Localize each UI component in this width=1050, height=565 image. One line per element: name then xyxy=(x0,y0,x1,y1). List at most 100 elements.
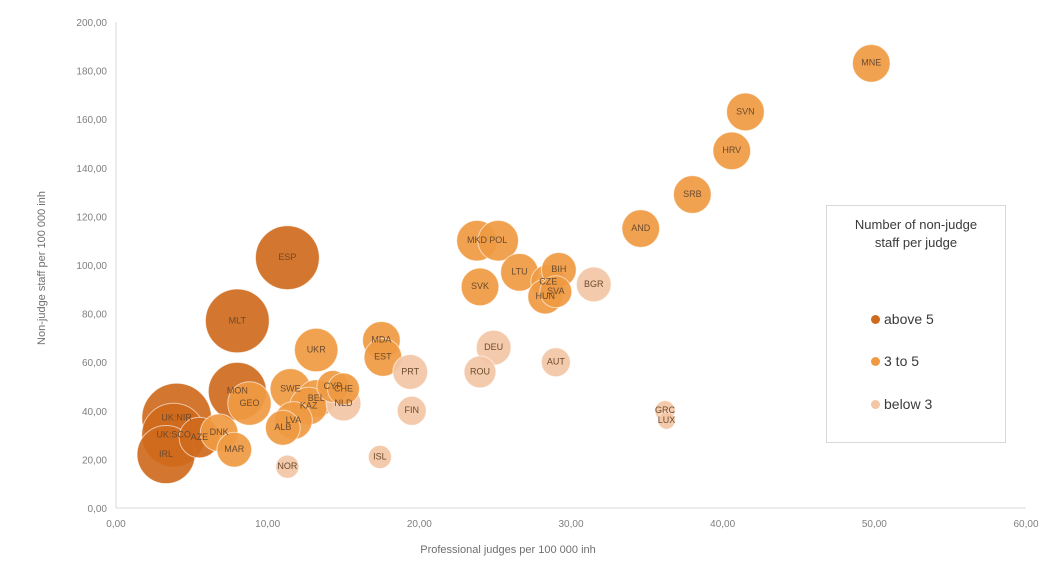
bubble-label-nld: NLD xyxy=(334,398,353,408)
bubble-srb xyxy=(672,175,712,214)
bubble-alb xyxy=(264,409,301,446)
bubble-nor xyxy=(275,454,300,479)
bubble-label-est: EST xyxy=(374,352,392,362)
legend-title-line2: staff per judge xyxy=(874,235,958,250)
bubble-label-mlt: MLT xyxy=(229,315,247,325)
x-tick-label: 30,00 xyxy=(558,519,583,530)
bubble-label-cze: CZE xyxy=(539,276,557,286)
bubble-label-rou: ROU xyxy=(470,366,490,376)
bubble-label-aze: AZE xyxy=(191,432,209,442)
bubble-label-geo: GEO xyxy=(239,398,259,408)
y-tick-label: 60,00 xyxy=(82,358,107,369)
bubble-label-svn: SVN xyxy=(736,106,755,116)
legend-label-above-5: above 5 xyxy=(884,311,934,327)
bubble-label-and: AND xyxy=(631,223,651,233)
axes xyxy=(115,22,1026,509)
bubble-mlt xyxy=(204,288,270,354)
bubble-label-ltu: LTU xyxy=(511,267,527,277)
bubble-label-nor: NOR xyxy=(277,461,298,471)
bubble-isl xyxy=(367,444,392,470)
y-tick-labels: 0,00 20,00 40,00 60,00 80,00 100,00 120,00 140,… xyxy=(76,18,107,515)
bubble-label-bel: BEL xyxy=(308,393,325,403)
bubble-label-lva: LVA xyxy=(286,415,302,425)
bubble-rou xyxy=(463,355,497,389)
bubble-sva xyxy=(539,275,573,309)
y-tick-label: 80,00 xyxy=(82,310,107,321)
bubble-label-bih: BIH xyxy=(551,264,566,274)
bubble-label-bgr: BGR xyxy=(584,279,604,289)
bubble-label-mkd: MKD xyxy=(467,235,488,245)
bubble-prt xyxy=(392,354,429,390)
bubble-bgr xyxy=(575,266,612,303)
bubble-label-che: CHE xyxy=(334,383,353,393)
x-tick-label: 50,00 xyxy=(862,519,887,530)
legend-item-below-3: below 3 xyxy=(871,396,932,412)
legend-title: Number of non-judge staff per judge xyxy=(827,216,1005,252)
bubble-label-dnk: DNK xyxy=(210,427,229,437)
bubble-label-isl: ISL xyxy=(373,451,387,461)
bubble-label-mda: MDA xyxy=(371,335,391,345)
bubble-svk xyxy=(460,267,500,307)
bubble-esp xyxy=(254,225,320,291)
bubble-fin xyxy=(396,395,427,426)
bubble-label-grc: GRC xyxy=(655,405,676,415)
bubbles xyxy=(136,43,891,485)
legend-swatch-above-5 xyxy=(871,314,880,324)
x-tick-labels: 0,00 10,00 20,00 30,00 40,00 50,00 60,00 xyxy=(106,519,1039,530)
bubble-and xyxy=(621,209,661,248)
y-tick-label: 40,00 xyxy=(82,407,107,418)
y-tick-label: 200,00 xyxy=(76,18,107,29)
bubble-label-pol: POL xyxy=(489,235,507,245)
bubble-label-uk-nir: UK:NIR xyxy=(161,412,192,422)
y-tick-label: 140,00 xyxy=(76,164,107,175)
legend-label-below-3: below 3 xyxy=(884,396,933,412)
legend: Number of non-judge staff per judge abov… xyxy=(826,205,1006,443)
bubble-label-irl: IRL xyxy=(159,449,173,459)
bubble-label-lux: LUX xyxy=(658,415,676,425)
y-tick-label: 180,00 xyxy=(76,67,107,78)
legend-swatch-below-3 xyxy=(871,399,880,409)
bubble-label-hrv: HRV xyxy=(722,145,741,155)
y-tick-label: 0,00 xyxy=(88,504,108,515)
bubble-ukr xyxy=(293,327,339,373)
bubble-label-mar: MAR xyxy=(224,444,245,454)
bubble-label-mne: MNE xyxy=(861,58,881,68)
bubble-aut xyxy=(540,347,571,378)
y-tick-label: 120,00 xyxy=(76,212,107,223)
legend-swatch-3-to-5 xyxy=(871,356,880,366)
bubble-label-swe: SWE xyxy=(280,383,301,393)
bubble-geo xyxy=(227,381,272,426)
y-tick-label: 20,00 xyxy=(82,455,107,466)
bubble-label-uk-sco: UK:SCO xyxy=(156,429,191,439)
bubble-label-alb: ALB xyxy=(274,422,291,432)
bubble-label-esp: ESP xyxy=(278,252,296,262)
bubble-pol xyxy=(477,219,520,262)
legend-item-3-to-5: 3 to 5 xyxy=(871,353,919,369)
y-tick-label: 100,00 xyxy=(76,261,107,272)
x-tick-label: 10,00 xyxy=(255,519,280,530)
bubble-label-sva: SVA xyxy=(547,286,564,296)
legend-item-above-5: above 5 xyxy=(871,311,934,327)
bubble-label-hun: HUN xyxy=(535,291,555,301)
bubble-label-mon: MON xyxy=(227,386,248,396)
bubble-label-srb: SRB xyxy=(683,189,702,199)
x-tick-label: 0,00 xyxy=(106,519,126,530)
bubble-che xyxy=(327,372,360,406)
x-tick-label: 40,00 xyxy=(710,519,735,530)
bubble-label-fin: FIN xyxy=(405,405,420,415)
legend-label-3-to-5: 3 to 5 xyxy=(884,353,920,369)
legend-title-line1: Number of non-judge xyxy=(854,217,978,232)
bubble-label-ukr: UKR xyxy=(307,344,327,354)
x-tick-label: 20,00 xyxy=(407,519,432,530)
bubble-hrv xyxy=(712,131,752,171)
bubble-lux xyxy=(657,411,676,430)
y-axis-title: Non-judge staff per 100 000 inh xyxy=(36,191,48,345)
bubble-labels: ESP MLT MON UK:NIR UK:SCO IRL AZE UKR GEO DNK MAR S… xyxy=(156,58,881,471)
y-tick-label: 160,00 xyxy=(76,115,107,126)
bubble-svn xyxy=(726,92,765,132)
x-tick-label: 60,00 xyxy=(1013,519,1038,530)
bubble-label-aut: AUT xyxy=(547,357,566,367)
bubble-label-svk: SVK xyxy=(471,281,489,291)
bubble-mne xyxy=(851,43,891,83)
